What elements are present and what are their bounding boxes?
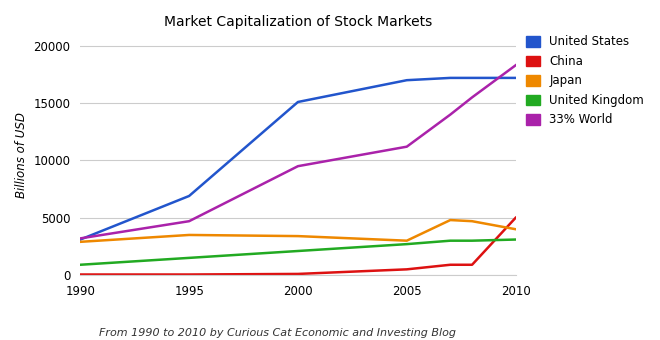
United Kingdom: [185, 256, 193, 260]
Japan: [77, 240, 84, 244]
United States: [294, 100, 302, 104]
China: [446, 263, 454, 267]
Line: China: China: [81, 218, 515, 274]
United States: [468, 76, 476, 80]
United Kingdom: [468, 239, 476, 243]
China: [512, 216, 519, 220]
Text: From 1990 to 2010 by Curious Cat Economic and Investing Blog: From 1990 to 2010 by Curious Cat Economi…: [99, 328, 455, 338]
United Kingdom: [294, 249, 302, 253]
United Kingdom: [403, 242, 411, 246]
China: [403, 267, 411, 271]
Japan: [294, 234, 302, 238]
China: [185, 272, 193, 276]
Japan: [185, 233, 193, 237]
United Kingdom: [77, 263, 84, 267]
United States: [77, 238, 84, 242]
United States: [446, 76, 454, 80]
China: [77, 272, 84, 276]
Title: Market Capitalization of Stock Markets: Market Capitalization of Stock Markets: [164, 15, 432, 29]
Japan: [446, 218, 454, 222]
33% World: [403, 144, 411, 149]
33% World: [446, 113, 454, 117]
China: [294, 272, 302, 276]
Y-axis label: Billions of USD: Billions of USD: [15, 112, 28, 198]
33% World: [512, 63, 519, 67]
Line: Japan: Japan: [81, 220, 515, 242]
33% World: [294, 164, 302, 168]
China: [468, 263, 476, 267]
Japan: [403, 239, 411, 243]
United Kingdom: [512, 238, 519, 242]
Japan: [512, 227, 519, 231]
Legend: United States, China, Japan, United Kingdom, 33% World: United States, China, Japan, United King…: [526, 35, 644, 126]
United Kingdom: [446, 239, 454, 243]
33% World: [468, 95, 476, 99]
Line: 33% World: 33% World: [81, 65, 515, 238]
Line: United States: United States: [81, 78, 515, 240]
Japan: [468, 219, 476, 223]
33% World: [77, 236, 84, 240]
Line: United Kingdom: United Kingdom: [81, 240, 515, 265]
United States: [403, 78, 411, 82]
United States: [185, 194, 193, 198]
33% World: [185, 219, 193, 223]
United States: [512, 76, 519, 80]
